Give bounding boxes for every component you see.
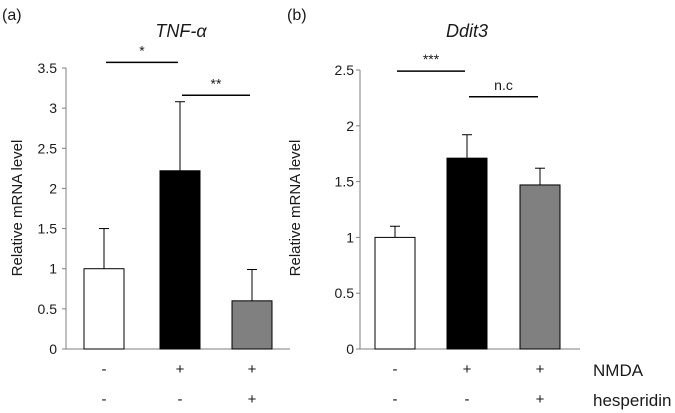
condition-row-hesperidin: - - + - - + hesperidin — [102, 391, 672, 410]
hesperidin-sign-b-3: + — [536, 391, 545, 408]
panel-b-bar-3 — [519, 184, 561, 350]
panel-b-bar-1 — [374, 236, 416, 350]
panel-b-label: (b) — [287, 7, 307, 24]
panel-a-bar-3 — [231, 300, 273, 350]
panel-a-label: (a) — [2, 7, 22, 24]
hesperidin-sign-a-2: - — [178, 391, 183, 408]
nmda-sign-a-2: + — [176, 361, 185, 378]
hesperidin-sign-b-2: - — [465, 391, 470, 408]
panel-a-y-tick-label-5: 2.5 — [38, 140, 58, 156]
panel-a-chart: (a) TNF-α Relative mRNA level 0 0.5 1 1.5 2 2.5 3… — [2, 7, 290, 357]
panel-b-y-tick-label-0: 0 — [346, 341, 354, 357]
condition-row-nmda: - + + - + + NMDA — [102, 361, 644, 380]
panel-b-chart: (b) Ddit3 Relative mRNA level 0 0.5 1 1.5 2 2.5 *… — [287, 7, 580, 357]
panel-a-y-tick-label-3: 1.5 — [38, 221, 58, 237]
panel-a-y-tick-label-2: 1 — [49, 261, 57, 277]
hesperidin-sign-a-1: - — [102, 391, 107, 408]
nmda-sign-b-1: - — [393, 361, 398, 378]
panel-a-y-tick-label-6: 3 — [49, 100, 57, 116]
panel-a-y-tick-label-1: 0.5 — [38, 301, 58, 317]
nmda-sign-b-2: + — [463, 361, 472, 378]
panel-a-bar-1 — [83, 268, 125, 350]
nmda-sign-b-3: + — [536, 361, 545, 378]
panel-a-significance-label-1: * — [139, 42, 145, 58]
nmda-sign-a-1: - — [102, 361, 107, 378]
panel-b-y-tick-label-5: 2.5 — [335, 62, 355, 78]
panel-b-y-axis-label: Relative mRNA level — [287, 140, 304, 277]
panel-a-y-tick-label-4: 2 — [49, 180, 57, 196]
panel-b-title: Ddit3 — [446, 21, 488, 41]
panel-b-significance-label-2: n.c — [494, 77, 513, 93]
panel-b-y-tick-label-1: 0.5 — [335, 285, 355, 301]
hesperidin-sign-a-3: + — [248, 391, 257, 408]
panel-a-significance-label-2: ** — [211, 75, 222, 91]
panel-b-y-tick-label-2: 1 — [346, 229, 354, 245]
panel-b-y-tick-label-4: 2 — [346, 118, 354, 134]
panel-b-bar-2 — [446, 157, 488, 350]
panel-a-y-axis-label: Relative mRNA level — [9, 140, 26, 277]
panel-b-significance-label-1: *** — [423, 51, 440, 67]
nmda-row-label: NMDA — [593, 361, 644, 380]
hesperidin-sign-b-1: - — [393, 391, 398, 408]
panel-b-y-tick-label-3: 1.5 — [335, 174, 355, 190]
panel-a-y-tick-label-0: 0 — [49, 341, 57, 357]
panel-a-title: TNF-α — [155, 21, 207, 41]
hesperidin-row-label: hesperidin — [593, 391, 671, 410]
nmda-sign-a-3: + — [248, 361, 257, 378]
panel-a-y-tick-label-7: 3.5 — [38, 60, 58, 76]
panel-a-bar-2 — [159, 170, 201, 350]
